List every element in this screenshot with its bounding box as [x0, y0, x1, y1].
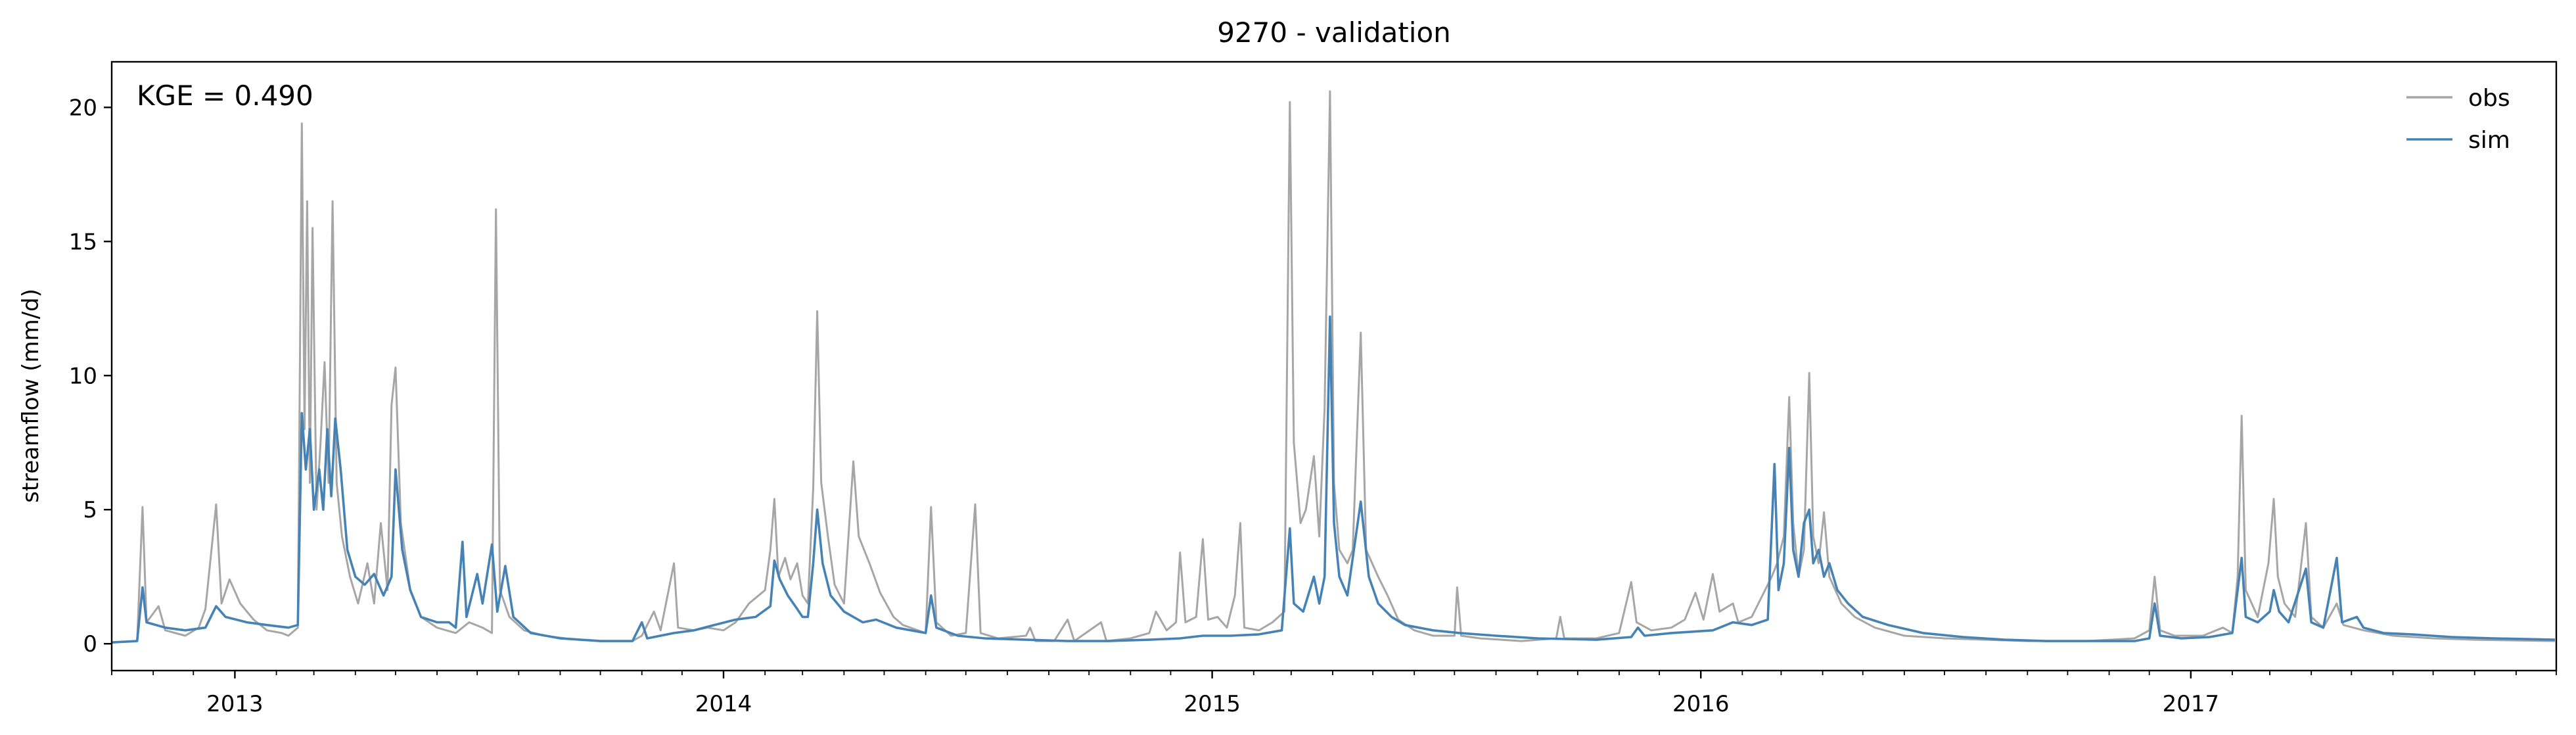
y-tick-label-5: 5 [83, 497, 97, 523]
y-axis-title: streamflow (mm/d) [18, 289, 44, 503]
x-tick-label-2015: 2015 [1184, 691, 1241, 717]
y-tick-label-0: 0 [83, 631, 97, 657]
x-tick-label-2017: 2017 [2163, 691, 2220, 717]
x-tick-label-2013: 2013 [206, 691, 264, 717]
y-tick-label-10: 10 [69, 363, 97, 389]
legend: obs sim [2406, 85, 2510, 154]
kge-annotation: KGE = 0.490 [137, 80, 313, 112]
plot-area: 0 5 10 15 20 2013 2014 2015 2016 2017 [69, 60, 2558, 717]
y-tick-label-20: 20 [69, 95, 97, 121]
series-line-sim [111, 315, 2556, 644]
x-tick-label-2016: 2016 [1672, 691, 1730, 717]
y-tick-label-15: 15 [69, 229, 97, 255]
legend-obs-label: obs [2468, 85, 2510, 112]
chart-title: 9270 - validation [1217, 16, 1451, 49]
x-tick-label-2014: 2014 [695, 691, 752, 717]
legend-sim-label: sim [2468, 127, 2510, 154]
plot-frame [110, 60, 2558, 672]
series-line-obs [111, 90, 2556, 644]
